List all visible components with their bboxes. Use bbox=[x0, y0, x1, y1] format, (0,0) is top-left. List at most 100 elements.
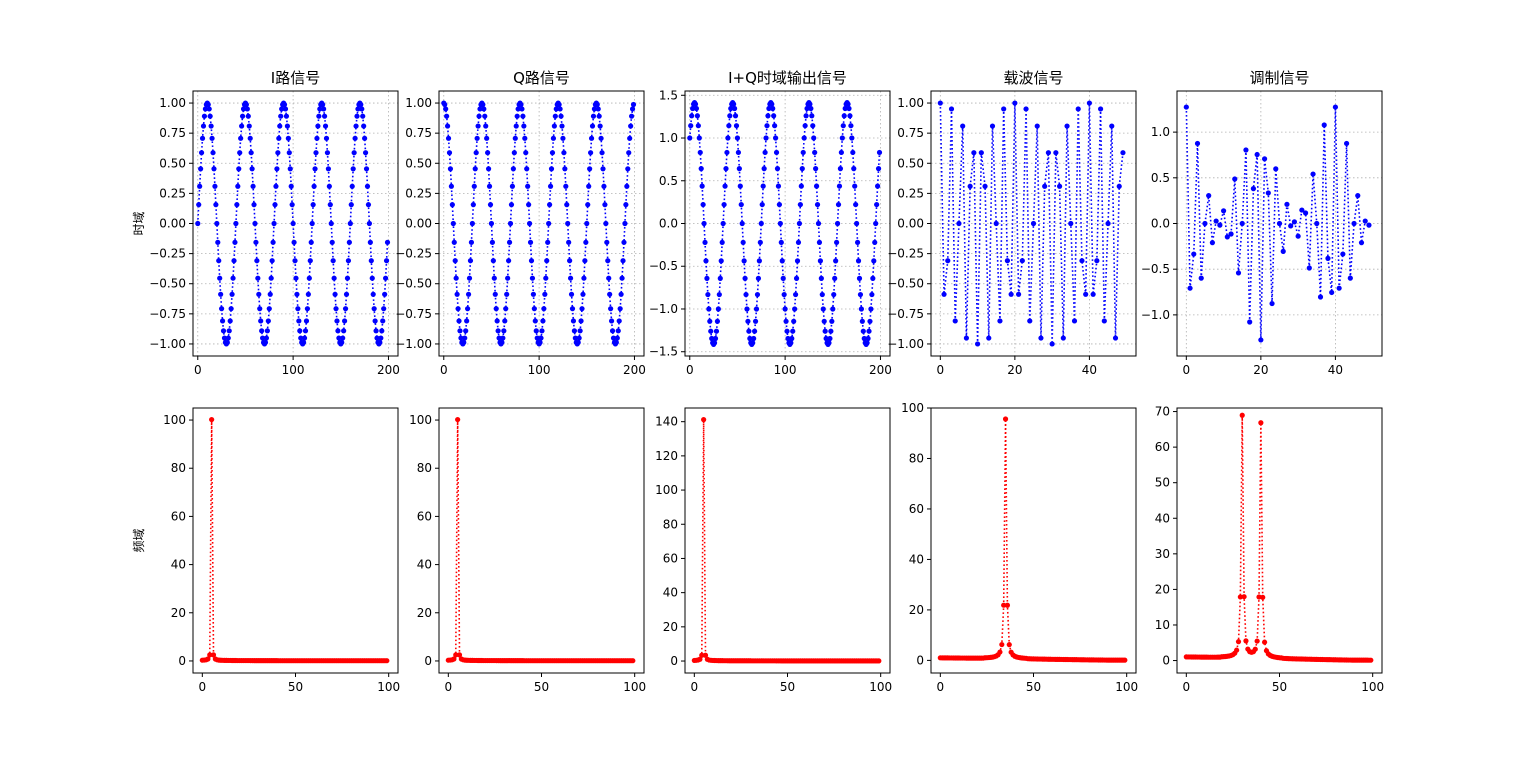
data-point bbox=[483, 123, 489, 129]
data-point bbox=[739, 220, 745, 227]
data-point bbox=[499, 339, 505, 346]
data-point bbox=[207, 652, 213, 658]
data-point bbox=[1250, 186, 1257, 192]
data-point bbox=[815, 220, 822, 227]
data-point bbox=[547, 202, 553, 208]
x-tick-label: 0 bbox=[936, 363, 944, 377]
data-point bbox=[342, 318, 348, 324]
data-point bbox=[451, 656, 457, 662]
data-point bbox=[255, 275, 261, 281]
data-point bbox=[1086, 100, 1093, 106]
axes-frame bbox=[930, 407, 1137, 674]
data-point bbox=[492, 291, 498, 297]
data-point bbox=[484, 135, 490, 141]
data-point bbox=[539, 328, 545, 334]
data-point bbox=[243, 101, 249, 108]
data-point bbox=[1004, 258, 1011, 264]
data-point bbox=[800, 149, 806, 156]
data-point bbox=[272, 202, 278, 208]
data-point bbox=[542, 291, 548, 297]
data-point bbox=[952, 318, 958, 324]
data-point bbox=[489, 239, 495, 245]
data-point bbox=[817, 258, 824, 264]
data-point bbox=[1280, 248, 1286, 254]
data-point bbox=[346, 239, 352, 245]
data-point bbox=[527, 239, 534, 245]
data-point bbox=[443, 106, 449, 112]
data-point bbox=[314, 135, 320, 141]
data-point bbox=[777, 220, 783, 227]
data-point bbox=[541, 306, 547, 312]
data-point bbox=[258, 318, 264, 324]
data-point bbox=[623, 202, 629, 208]
data-point bbox=[813, 166, 819, 172]
data-point bbox=[362, 150, 369, 156]
data-point bbox=[271, 220, 277, 227]
y-tick-label: 40 bbox=[417, 558, 432, 572]
data-point bbox=[465, 306, 471, 312]
data-point bbox=[273, 183, 279, 189]
subplot-q-time: 0 100 200 −1.00 −0.75 −0.50 −0.25 0.00 0.25 0.50 0… bbox=[395, 69, 646, 377]
data-point bbox=[464, 318, 470, 324]
y-tick-label: 0.75 bbox=[405, 126, 432, 140]
data-point bbox=[350, 166, 356, 172]
data-point bbox=[378, 335, 384, 341]
data-point bbox=[285, 135, 291, 141]
series-line bbox=[688, 101, 881, 346]
data-point bbox=[834, 239, 840, 246]
data-point bbox=[301, 335, 308, 341]
data-point bbox=[1042, 183, 1048, 189]
data-point bbox=[370, 291, 376, 297]
y-tick-label: 1.5 bbox=[659, 88, 678, 102]
data-point bbox=[335, 328, 341, 334]
data-point bbox=[845, 101, 851, 107]
y-tick-label: 0.25 bbox=[405, 186, 432, 200]
data-point bbox=[1276, 220, 1283, 227]
data-point bbox=[563, 183, 569, 189]
data-point bbox=[336, 335, 342, 341]
data-point bbox=[1056, 183, 1063, 189]
data-point bbox=[1314, 220, 1320, 227]
y-tick-label: 0.0 bbox=[659, 217, 678, 231]
data-point bbox=[718, 258, 724, 264]
data-point bbox=[372, 318, 378, 324]
data-point bbox=[1002, 416, 1009, 422]
data-point bbox=[794, 258, 801, 264]
data-point bbox=[986, 335, 992, 341]
data-point bbox=[249, 166, 255, 172]
data-point bbox=[826, 340, 832, 346]
data-point bbox=[707, 318, 713, 324]
data-point bbox=[311, 183, 317, 189]
y-tick-label: 60 bbox=[1155, 440, 1170, 454]
y-tick-label: 70 bbox=[1155, 405, 1170, 419]
data-point bbox=[217, 275, 223, 281]
data-point bbox=[963, 335, 970, 341]
data-point bbox=[467, 258, 474, 264]
data-point bbox=[731, 101, 737, 107]
data-point bbox=[296, 318, 302, 324]
data-point bbox=[208, 123, 214, 129]
data-point bbox=[275, 150, 281, 156]
data-point bbox=[366, 220, 372, 227]
data-point bbox=[764, 123, 770, 129]
data-point bbox=[560, 135, 566, 141]
x-tick-label: 100 bbox=[869, 680, 892, 694]
x-tick-label: 50 bbox=[1272, 680, 1287, 694]
data-point bbox=[1015, 291, 1022, 297]
data-point bbox=[509, 183, 516, 189]
data-point bbox=[588, 150, 594, 156]
y-tick-label: −0.25 bbox=[395, 247, 432, 261]
data-point bbox=[265, 318, 271, 324]
data-point bbox=[948, 106, 955, 112]
y-axis-label: 频域 bbox=[132, 528, 146, 552]
data-point bbox=[500, 335, 506, 341]
data-point bbox=[780, 275, 786, 281]
data-point bbox=[365, 202, 372, 208]
data-point bbox=[628, 123, 634, 129]
data-point bbox=[840, 123, 846, 129]
data-point bbox=[722, 183, 728, 189]
y-tick-label: 60 bbox=[171, 509, 186, 523]
data-point bbox=[463, 328, 469, 334]
x-tick-label: 0 bbox=[936, 680, 944, 694]
